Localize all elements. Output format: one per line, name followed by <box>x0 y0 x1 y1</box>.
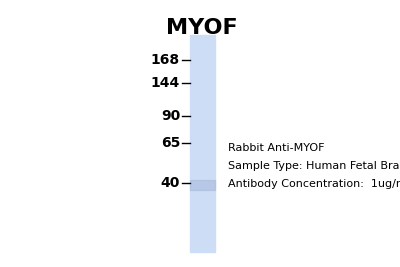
Text: Rabbit Anti-MYOF: Rabbit Anti-MYOF <box>228 143 324 153</box>
Text: Antibody Concentration:  1ug/mL: Antibody Concentration: 1ug/mL <box>228 179 400 189</box>
Text: 40: 40 <box>161 176 180 190</box>
Text: 65: 65 <box>161 136 180 150</box>
Text: MYOF: MYOF <box>166 18 238 38</box>
Text: 90: 90 <box>161 109 180 123</box>
Text: 144: 144 <box>151 76 180 90</box>
Text: Sample Type: Human Fetal Brain: Sample Type: Human Fetal Brain <box>228 161 400 171</box>
Bar <box>190 35 215 252</box>
Text: 168: 168 <box>151 53 180 67</box>
Bar <box>190 180 215 190</box>
